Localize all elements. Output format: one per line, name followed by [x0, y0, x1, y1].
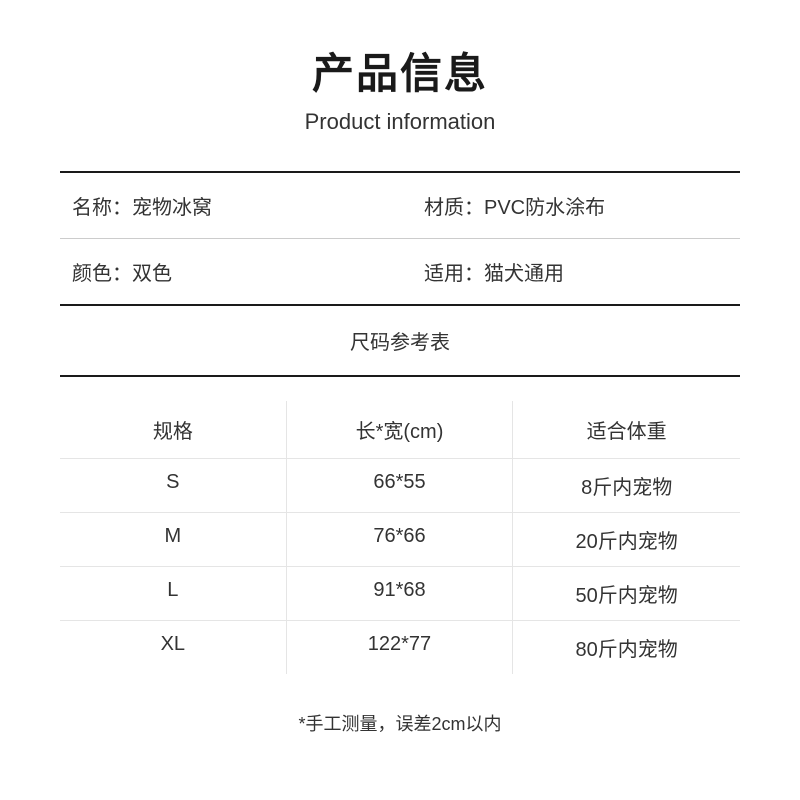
- info-material-value: PVC防水涂布: [484, 197, 605, 219]
- info-name: 名称：宠物冰窝: [60, 173, 400, 238]
- info-usage-label: 适用：: [424, 263, 484, 285]
- size-cell: L: [60, 567, 287, 620]
- size-cell: 50斤内宠物: [513, 567, 740, 620]
- table-row: XL 122*77 80斤内宠物: [60, 620, 740, 674]
- info-grid: 名称：宠物冰窝 材质：PVC防水涂布 颜色：双色 适用：猫犬通用: [60, 173, 740, 304]
- size-col-dimensions: 长*宽(cm): [287, 401, 514, 458]
- size-table-title: 尺码参考表: [60, 306, 740, 375]
- info-material: 材质：PVC防水涂布: [400, 173, 740, 238]
- table-row: M 76*66 20斤内宠物: [60, 512, 740, 566]
- table-row: S 66*55 8斤内宠物: [60, 458, 740, 512]
- footnote: *手工测量，误差2cm以内: [60, 710, 740, 736]
- info-name-label: 名称：: [72, 197, 132, 219]
- info-usage-value: 猫犬通用: [484, 263, 564, 285]
- info-material-label: 材质：: [424, 197, 484, 219]
- size-cell: 80斤内宠物: [513, 621, 740, 674]
- size-title-divider: [60, 375, 740, 377]
- size-table: 规格 长*宽(cm) 适合体重 S 66*55 8斤内宠物 M 76*66 20…: [60, 401, 740, 674]
- size-cell: 66*55: [287, 459, 514, 512]
- header: 产品信息 Product information: [60, 40, 740, 135]
- title-english: Product information: [60, 109, 740, 135]
- table-row: L 91*68 50斤内宠物: [60, 566, 740, 620]
- size-cell: XL: [60, 621, 287, 674]
- info-name-value: 宠物冰窝: [132, 197, 212, 219]
- size-cell: 91*68: [287, 567, 514, 620]
- size-cell: 8斤内宠物: [513, 459, 740, 512]
- size-cell: 20斤内宠物: [513, 513, 740, 566]
- size-cell: 76*66: [287, 513, 514, 566]
- info-color-value: 双色: [132, 263, 172, 285]
- title-chinese: 产品信息: [60, 40, 740, 101]
- size-cell: 122*77: [287, 621, 514, 674]
- info-color-label: 颜色：: [72, 263, 132, 285]
- size-cell: S: [60, 459, 287, 512]
- size-cell: M: [60, 513, 287, 566]
- size-col-spec: 规格: [60, 401, 287, 458]
- info-color: 颜色：双色: [60, 239, 400, 304]
- size-header-row: 规格 长*宽(cm) 适合体重: [60, 401, 740, 458]
- size-col-weight: 适合体重: [513, 401, 740, 458]
- info-usage: 适用：猫犬通用: [400, 239, 740, 304]
